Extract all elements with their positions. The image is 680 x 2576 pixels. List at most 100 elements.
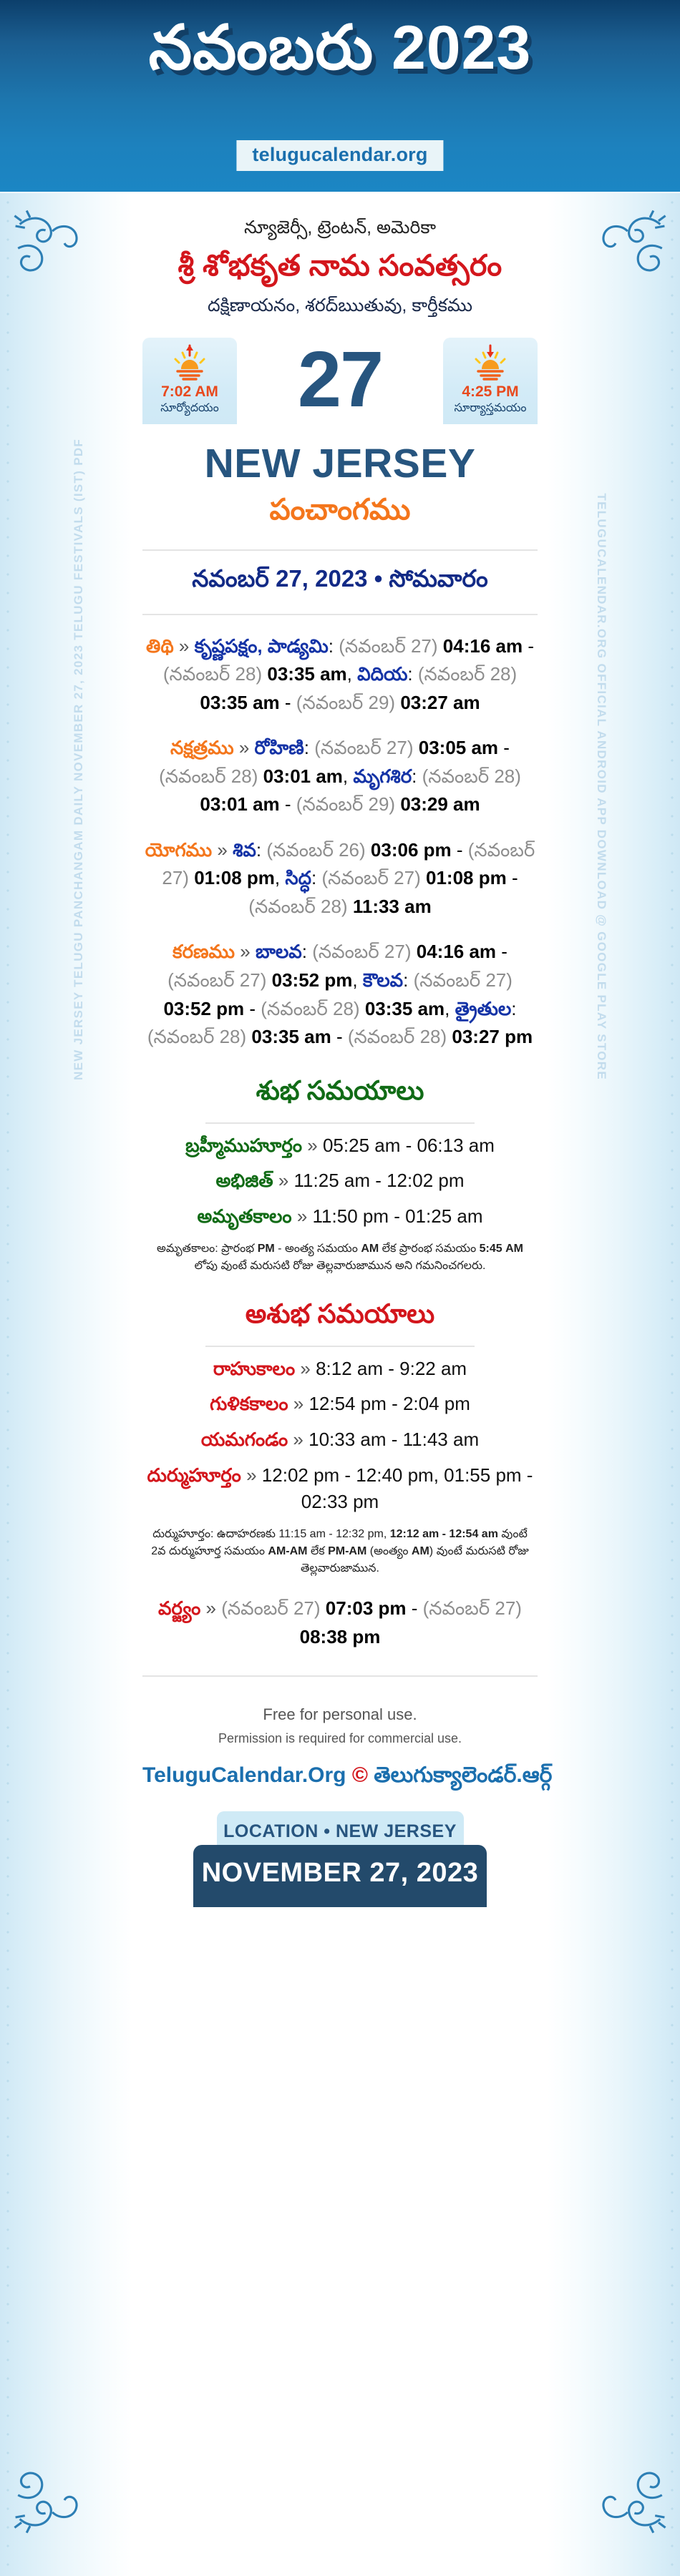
bad-time-value: 10:33 am - 11:43 am <box>309 1428 480 1450</box>
panchangam-from-time: 03:35 am <box>251 1026 331 1048</box>
panchangam-from-date: (నవంబర్ 26) <box>266 838 366 861</box>
chevron-icon: » <box>307 1134 318 1156</box>
good-time-value: 11:25 am - 12:02 pm <box>293 1170 465 1192</box>
left-vertical-caption: NEW JERSEY TELUGU PANCHANGAM DAILY NOVEM… <box>72 438 85 1080</box>
right-dot-column <box>667 193 677 2576</box>
good-time-label: అభిజిత్ <box>215 1170 273 1192</box>
varjyam-from-date: (నవంబర్ 27) <box>221 1597 321 1620</box>
brand-line[interactable]: TeluguCalendar.Org © తెలుగుక్యాలెండర్.ఆర… <box>142 1763 552 1793</box>
range-dash: - <box>244 997 261 1019</box>
ornament-top-right-icon <box>602 210 666 272</box>
note-fragment: 12:12 am - 12:54 am <box>389 1528 498 1541</box>
panchangam-to-time: 03:29 am <box>400 793 480 816</box>
panchangam-from-date: (నవంబర్ 28) <box>147 1026 247 1048</box>
good-time-row: బ్రహ్మీముహూర్తం » 05:25 am - 06:13 am <box>142 1132 538 1160</box>
copyright-icon: © <box>351 1763 368 1788</box>
note-fragment: దుర్ముహూర్తం: ఉదాహరణకు 11:15 am - 12:32 … <box>152 1528 390 1541</box>
bad-time-row: దుర్ముహూర్తం » 12:02 pm - 12:40 pm, 01:5… <box>142 1462 538 1516</box>
sunset-time: 4:25 PM <box>462 383 519 400</box>
note-fragment: PM <box>257 1242 275 1255</box>
sunrise-icon <box>174 344 205 381</box>
brand-telugu: తెలుగుక్యాలెండర్.ఆర్గ్ <box>374 1763 553 1788</box>
bad-time-value: 8:12 am - 9:22 am <box>316 1357 467 1379</box>
panchangam-name: త్రైతుల <box>455 997 512 1019</box>
panchangam-from-date: (నవంబర్ 28) <box>417 663 518 685</box>
panchangam-to-date: (నవంబర్ 27) <box>162 838 535 889</box>
panchangam-title: పంచాంగము <box>269 492 411 526</box>
note-fragment: అమృతకాలం: ప్రారంభ <box>157 1242 258 1255</box>
range-dash: - <box>279 793 296 816</box>
panchangam-from-time: 03:06 pm <box>370 838 452 861</box>
sunrise-box: 7:02 AM సూర్యోదయం <box>142 338 237 424</box>
bad-time-row: యమగండం » 10:33 am - 11:43 am <box>142 1426 538 1454</box>
panchangam-name: మృగశిర <box>353 765 412 787</box>
bad-times-heading: అశుభ సమయాలు <box>245 1298 435 1328</box>
bad-time-label: రాహుకాలం <box>213 1357 296 1379</box>
panchangam-key: తిథి <box>145 635 174 657</box>
panchangam-to-time: 03:52 pm <box>271 969 353 991</box>
range-dash: - <box>496 941 507 963</box>
sunset-label: సూర్యాస్తమయం <box>454 402 527 414</box>
brand-english: TeluguCalendar.Org <box>142 1763 346 1788</box>
sunset-icon <box>475 344 506 381</box>
sunrise-time: 7:02 AM <box>161 383 218 400</box>
range-dash: - <box>406 1597 423 1620</box>
note-fragment: లేక ప్రారంభ సమయం <box>379 1242 480 1255</box>
good-time-label: బ్రహ్మీముహూర్తం <box>185 1134 303 1156</box>
good-times-heading: శుభ సమయాలు <box>256 1075 424 1105</box>
panchangam-row: నక్షత్రము » రోహిణి: (నవంబర్ 27) 03:05 am… <box>159 737 521 816</box>
good-times-list: బ్రహ్మీముహూర్తం » 05:25 am - 06:13 am అభి… <box>142 1132 538 1230</box>
date-badge[interactable]: NOVEMBER 27, 2023 <box>193 1845 487 1908</box>
divider-footer <box>142 1675 538 1678</box>
bad-time-value: 12:02 pm - 12:40 pm, 01:55 pm - 02:33 pm <box>261 1464 533 1513</box>
panchangam-to-date: (నవంబర్ 29) <box>296 691 396 713</box>
panchangam-blocks: తిథి » కృష్ణపక్షం, పాడ్యమి: (నవంబర్ 27) … <box>142 632 538 1052</box>
dateline: నవంబర్ 27, 2023 • సోమవారం <box>192 564 488 592</box>
ornament-bottom-right-icon <box>602 2472 666 2534</box>
location-line: న్యూజెర్సీ, ట్రెంటన్, అమెరికా <box>243 217 436 237</box>
permission-text: Permission is required for commercial us… <box>218 1731 462 1746</box>
range-dash: - <box>498 737 510 759</box>
divider-above-dateline <box>142 549 538 551</box>
panchangam-key: యోగము <box>145 838 213 861</box>
note-fragment: 5:45 AM <box>479 1242 523 1255</box>
right-vertical-caption: TELUGUCALENDAR.ORG OFFICIAL ANDROID APP … <box>595 493 608 1080</box>
chevron-icon: » <box>293 1428 303 1450</box>
note-fragment: లోపు వుంటే మరుసటి రోజు తెల్లవారుజామున అన… <box>194 1259 486 1272</box>
main-content: న్యూజెర్సీ, ట్రెంటన్, అమెరికా శ్రీ శోభకృ… <box>140 192 552 1936</box>
panchangam-from-time: 03:05 am <box>418 737 499 759</box>
chevron-icon: » <box>205 1597 217 1620</box>
panchangam-row: యోగము » శివ: (నవంబర్ 26) 03:06 pm - (నవం… <box>145 838 535 917</box>
panchangam-row: తిథి » కృష్ణపక్షం, పాడ్యమి: (నవంబర్ 27) … <box>145 635 534 713</box>
panchangam-to-date: (నవంబర్ 29) <box>296 793 396 816</box>
panchangam-name: కౌలవ <box>362 969 404 991</box>
site-url-badge[interactable]: telugucalendar.org <box>236 140 444 171</box>
panchangam-from-date: (నవంబర్ 27) <box>321 867 421 889</box>
panchangam-to-time: 03:01 am <box>263 765 343 787</box>
panchangam-name: సిద్ధ <box>285 867 311 889</box>
left-background-strip <box>0 193 132 2576</box>
bad-time-value: 12:54 pm - 2:04 pm <box>309 1393 470 1415</box>
good-time-row: అమృతకాలం » 11:50 pm - 01:25 am <box>142 1203 538 1230</box>
panchangam-to-time: 03:27 am <box>400 691 480 713</box>
varjyam-to-time: 08:38 pm <box>299 1625 381 1647</box>
bottom-spacer <box>142 1907 538 1936</box>
panchangam-from-date: (నవంబర్ 27) <box>314 737 414 759</box>
panchangam-from-date: (నవంబర్ 27) <box>339 635 438 657</box>
note-fragment: లేక <box>307 1545 329 1558</box>
varjyam-label: వర్జ్యం <box>158 1597 201 1620</box>
chevron-icon: » <box>296 1205 308 1227</box>
chevron-icon: » <box>217 838 228 861</box>
panchangam-name: విదియ <box>357 663 408 685</box>
divider-good-times <box>205 1122 475 1124</box>
panchangam-key: కరణము <box>173 941 235 963</box>
samvatsaram-name: శ్రీ శోభకృత నామ సంవత్సరం <box>178 249 502 282</box>
panchangam-key: నక్షత్రము <box>170 737 234 759</box>
divider-bad-times <box>205 1345 475 1347</box>
left-dot-column <box>3 193 13 2576</box>
panchangam-from-time: 04:16 am <box>442 635 523 657</box>
note-fragment: ) వుంటే మరుసటి రోజు తెల్లవారుజామున. <box>301 1545 529 1575</box>
panchangam-to-date: (నవంబర్ 27) <box>167 969 267 991</box>
panchangam-from-time: 04:16 am <box>416 941 497 963</box>
banner-month-title: నవంబరు 2023 <box>148 14 532 82</box>
